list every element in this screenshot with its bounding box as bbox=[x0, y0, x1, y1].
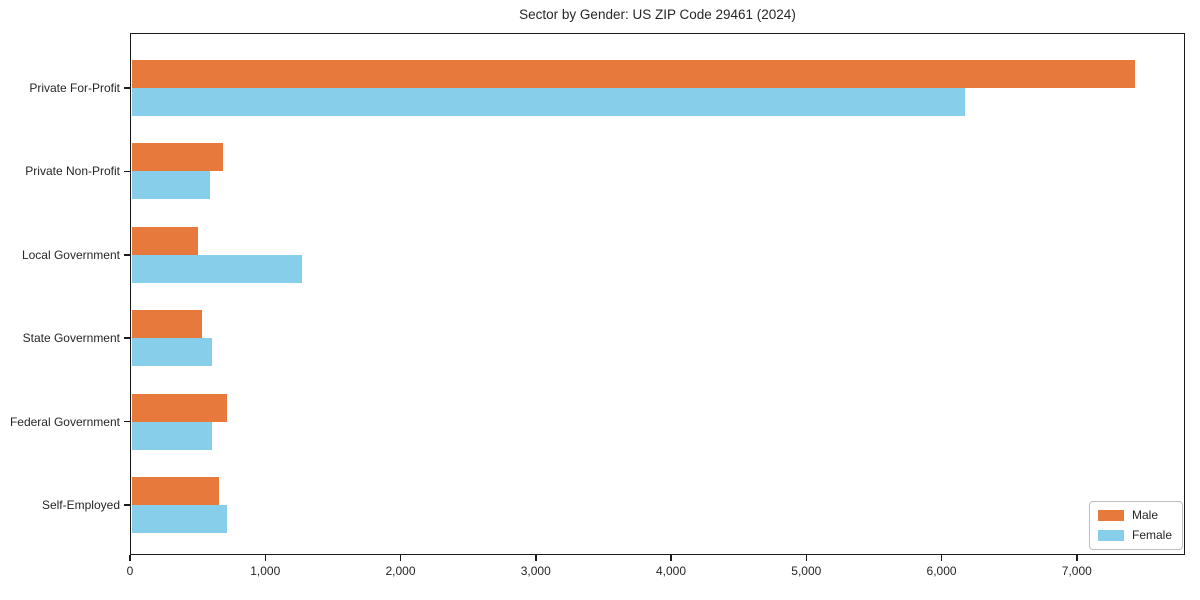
legend: Male Female bbox=[1088, 501, 1183, 550]
y-tick-mark bbox=[124, 504, 130, 506]
x-axis-tick-label: 4,000 bbox=[656, 564, 687, 578]
y-axis-category-label: State Government bbox=[22, 331, 120, 346]
y-tick-mark bbox=[124, 337, 130, 339]
bar-male-5 bbox=[131, 393, 227, 422]
y-axis-category-label: Self-Employed bbox=[41, 498, 120, 512]
y-axis-category-label: Private Non-Profit bbox=[25, 164, 120, 179]
x-axis-tick-label: 1,000 bbox=[250, 564, 281, 578]
bar-female-3 bbox=[131, 254, 302, 283]
x-axis-tick-label: 3,000 bbox=[520, 564, 551, 578]
legend-swatch-female bbox=[1097, 530, 1124, 541]
bar-male-1 bbox=[131, 60, 1135, 88]
legend-label-male: Male bbox=[1131, 508, 1158, 522]
legend-label-female: Female bbox=[1131, 528, 1172, 542]
x-tick-mark bbox=[399, 555, 402, 561]
y-axis-category-label: Private For-Profit bbox=[29, 81, 120, 95]
x-tick-mark bbox=[670, 555, 672, 561]
bar-male-4 bbox=[131, 310, 202, 339]
x-axis-tick-label: 6,000 bbox=[926, 564, 957, 578]
chart-title: Sector by Gender: US ZIP Code 29461 (202… bbox=[519, 7, 796, 22]
bar-male-2 bbox=[131, 143, 224, 172]
bar-male-6 bbox=[131, 477, 220, 505]
x-tick-mark bbox=[805, 555, 808, 561]
x-tick-mark bbox=[940, 555, 943, 561]
x-tick-mark bbox=[129, 555, 131, 561]
x-axis-tick-label: 5,000 bbox=[791, 564, 822, 578]
y-tick-mark bbox=[124, 170, 130, 173]
x-tick-mark bbox=[1076, 555, 1078, 561]
bar-female-1 bbox=[131, 88, 965, 116]
bar-female-5 bbox=[131, 421, 212, 450]
legend-item-male: Male bbox=[1097, 508, 1172, 522]
bar-female-4 bbox=[131, 338, 212, 367]
y-axis-category-label: Local Government bbox=[21, 247, 120, 262]
y-tick-mark bbox=[124, 420, 130, 423]
bar-female-2 bbox=[131, 171, 211, 200]
y-tick-mark bbox=[124, 254, 130, 256]
x-axis-tick-label: 7,000 bbox=[1061, 564, 1092, 578]
legend-item-female: Female bbox=[1097, 528, 1172, 542]
bar-male-3 bbox=[131, 226, 198, 255]
x-tick-mark bbox=[535, 555, 537, 561]
x-axis-tick-label: 0 bbox=[126, 564, 134, 578]
plot-area bbox=[130, 33, 1185, 555]
x-axis-tick-label: 2,000 bbox=[385, 564, 416, 578]
y-tick-mark bbox=[124, 87, 130, 89]
x-tick-mark bbox=[264, 555, 266, 561]
bar-female-6 bbox=[131, 505, 228, 533]
y-axis-category-label: Federal Government bbox=[9, 414, 120, 429]
legend-swatch-male bbox=[1097, 510, 1124, 521]
